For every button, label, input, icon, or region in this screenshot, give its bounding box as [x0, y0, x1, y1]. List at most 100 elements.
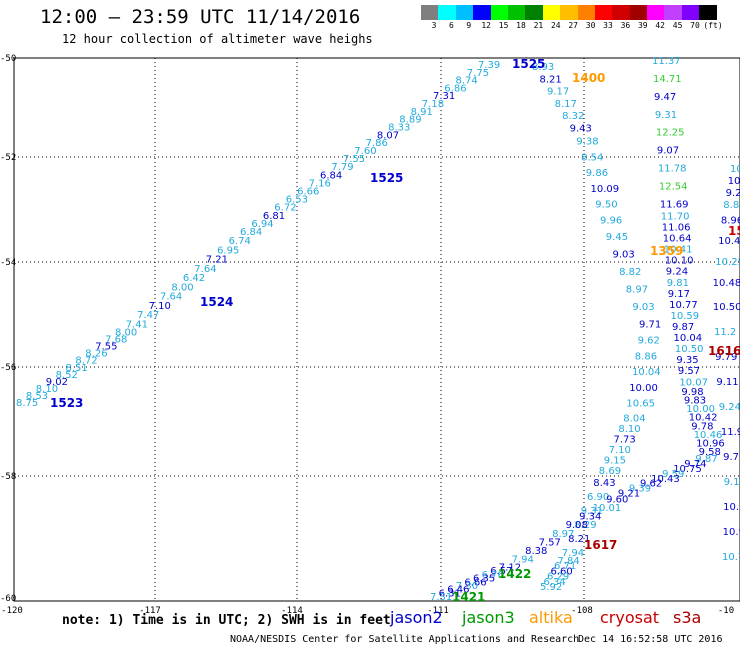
swh-value: 7.94 [562, 548, 584, 559]
swh-value: 6.95 [217, 246, 239, 257]
swh-value: 8.38 [525, 546, 547, 557]
swh-value: 10.25 [715, 257, 740, 268]
swh-value: 9.17 [547, 87, 569, 98]
color-scale-label: 39 [637, 21, 648, 30]
color-scale-label: 9 [466, 21, 472, 30]
swh-value: 9.45 [606, 232, 628, 243]
altimeter-tracks: 8.758.538.109.028.528.518.728.267.557.68… [16, 56, 740, 603]
swh-value: 8.07 [377, 130, 399, 141]
swh-value: 6.66 [464, 577, 486, 588]
swh-value: 10.77 [669, 300, 698, 311]
swh-value: 6.34 [544, 577, 566, 588]
swh-value: 10.04 [632, 367, 661, 378]
swh-value: 10.46 [694, 430, 723, 441]
swh-value: 6.74 [229, 236, 251, 247]
swh-value: 8.51 [66, 363, 88, 374]
swh-value: 9.17 [668, 289, 690, 300]
legend-altika: altika [529, 608, 573, 627]
swh-value: 9.2 [726, 188, 740, 199]
color-swatch [490, 5, 508, 20]
swh-value: 7.21 [206, 255, 228, 266]
swh-value: 6.94 [251, 219, 273, 230]
pass-time-label: 1400 [572, 71, 605, 85]
axis-ticks: -120 -117 -114 -111 -108 -10 -50 -52 -54 -56 -58 -6… [0, 54, 734, 616]
swh-value: 10.41 [718, 236, 740, 247]
color-scale-label: 33 [603, 21, 613, 30]
swh-value: 9.38 [576, 137, 598, 148]
swh-value: 6.86 [444, 83, 466, 94]
swh-value: 7.41 [126, 319, 148, 330]
swh-value: 8.82 [619, 267, 641, 278]
swh-value: 7.79 [331, 162, 353, 173]
map-frame [13, 57, 740, 602]
color-swatch [507, 5, 526, 20]
swh-value: 11.93 [721, 427, 740, 438]
pass-time-labels: 1525 1400 1525 1524 1523 1359 1616 1617 1422 1421… [50, 57, 740, 604]
swh-value: 6.66 [297, 187, 319, 198]
legend-jason2: jason2 [390, 608, 443, 627]
footer-date: Dec 14 16:52:58 UTC 2016 [578, 634, 723, 645]
color-swatch [647, 5, 665, 20]
swh-value: 9.87 [695, 454, 717, 465]
swh-value: 7.73 [614, 435, 636, 446]
color-scale-label: 6 [448, 21, 454, 30]
swh-value: 8.17 [555, 99, 577, 110]
pass-time-label: 1524 [200, 295, 233, 309]
swh-value: 6.60 [551, 566, 573, 577]
swh-value: 10.50 [675, 344, 704, 355]
swh-value: 8.21 [568, 534, 590, 545]
swh-value: 11.69 [660, 199, 689, 210]
swh-value: 12.25 [656, 128, 685, 139]
swh-value: 9.78 [691, 421, 713, 432]
pass-time-label: 1541 [728, 224, 740, 238]
swh-value: 6.42 [183, 273, 205, 284]
swh-value: 9.62 [640, 479, 662, 490]
swh-value: 8.69 [599, 466, 621, 477]
swh-value: 7.10 [149, 301, 171, 312]
swh-value: 7.30 [456, 581, 478, 592]
swh-value: 8.52 [56, 370, 78, 381]
color-scale-label: 18 [516, 21, 526, 30]
chart-subtitle: 12 hour collection of altimeter wave hei… [62, 32, 373, 46]
y-tick-label: -58 [0, 472, 16, 482]
swh-value: 8.8 [723, 200, 739, 211]
swh-value: 8.93 [532, 62, 554, 73]
x-tick-label: -120 [1, 606, 23, 616]
swh-value: 7.64 [194, 264, 216, 275]
swh-value: 9.03 [632, 302, 654, 313]
swh-value: 7.12 [499, 563, 521, 574]
swh-value: 10.07 [679, 377, 708, 388]
color-scale-label: 36 [620, 21, 631, 30]
swh-value: 9.03 [613, 250, 635, 261]
color-scale-label: (ft) [703, 21, 723, 30]
swh-value: 7.10 [609, 445, 631, 456]
swh-value: 8.89 [399, 115, 421, 126]
swh-value: 9.86 [586, 168, 608, 179]
swh-value: 9.60 [606, 495, 628, 506]
swh-value: 7.18 [422, 99, 444, 110]
swh-value: 8.91 [411, 107, 433, 118]
swh-value: 8.72 [75, 356, 97, 367]
color-scale-label: 15 [498, 21, 509, 30]
note-text: note: 1) Time is in UTC; 2) SWH is in fe… [62, 613, 391, 628]
x-tick-label: -108 [571, 606, 593, 616]
swh-value: 9.35 [676, 355, 698, 366]
color-scale-label: 27 [568, 21, 578, 30]
swh-value: 7.55 [343, 154, 365, 165]
swh-value: 11.37 [652, 56, 681, 67]
swh-value: 10.09 [591, 184, 620, 195]
swh-value: 10.41 [664, 245, 693, 256]
swh-value: 9.08 [566, 520, 588, 531]
swh-value: 7.55 [95, 342, 117, 353]
swh-value: 6.29 [547, 572, 569, 583]
color-scale-label: 3 [431, 21, 437, 30]
swh-value: 8.86 [635, 351, 657, 362]
swh-value: 10.00 [629, 383, 658, 394]
swh-value: 8.26 [85, 349, 107, 360]
swh-value: 11.06 [662, 223, 691, 234]
color-swatch [577, 5, 595, 20]
swh-value: 9.17 [724, 477, 740, 488]
legend-cryosat: cryosat [600, 608, 660, 627]
color-swatch [664, 5, 682, 20]
swh-value: 8.00 [115, 328, 137, 339]
